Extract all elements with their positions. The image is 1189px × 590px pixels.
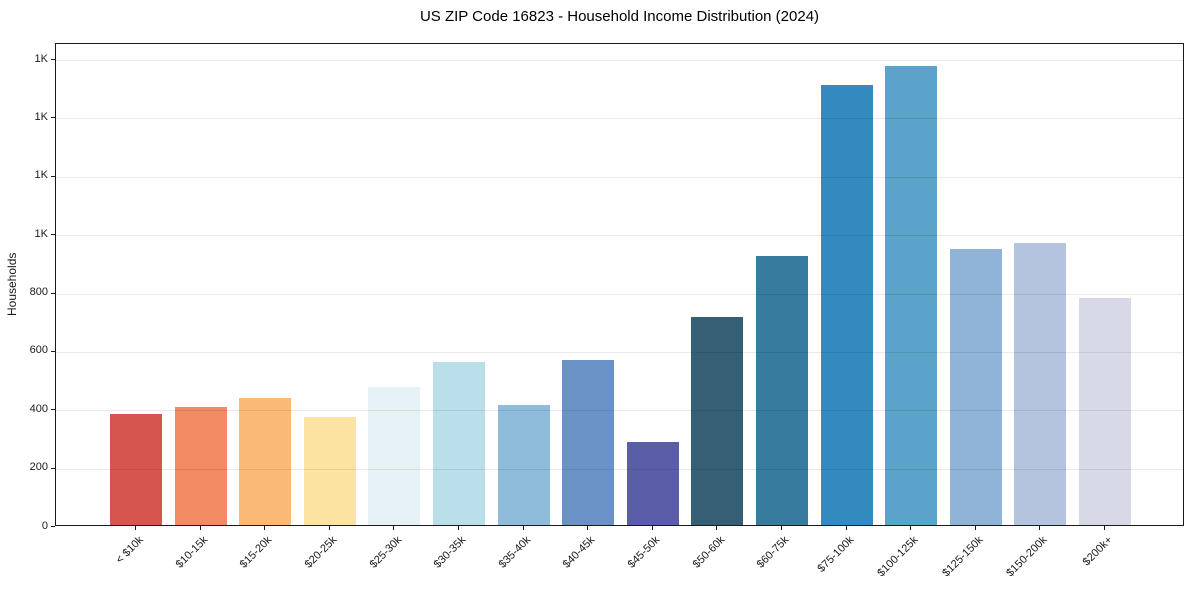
x-tick-mark xyxy=(135,526,136,530)
x-tick-mark xyxy=(716,526,718,530)
x-tick-label: $150-200k xyxy=(1004,534,1050,580)
plot-area xyxy=(55,43,1184,526)
x-tick-label: $60-75k xyxy=(754,534,792,571)
x-tick-label: $10-15k xyxy=(173,534,211,571)
x-tick-label: $75-100k xyxy=(815,534,857,575)
x-tick-label: < $10k xyxy=(113,534,146,567)
x-tick-mark xyxy=(199,526,201,530)
y-tick-mark xyxy=(51,350,55,352)
y-tick-mark xyxy=(51,234,55,236)
x-tick-mark xyxy=(587,526,589,530)
x-tick-label: $100-125k xyxy=(875,534,921,580)
y-tick-label: 1K xyxy=(34,169,48,182)
y-tick-label: 200 xyxy=(29,461,48,474)
x-tick-label: $45-50k xyxy=(625,534,663,571)
x-tick-mark xyxy=(522,526,524,530)
y-tick-mark xyxy=(51,467,55,469)
y-tick-mark xyxy=(51,409,55,411)
x-tick-label: $30-35k xyxy=(431,534,469,571)
y-tick-mark xyxy=(51,175,55,177)
x-tick-mark xyxy=(651,526,653,530)
y-tick-label: 1K xyxy=(34,227,48,240)
y-tick-label: 1K xyxy=(34,52,48,65)
x-tick-label: $125-150k xyxy=(940,534,986,580)
bar-12 xyxy=(885,66,938,525)
x-tick-label: $15-20k xyxy=(238,534,275,571)
x-tick-mark xyxy=(1104,526,1105,530)
x-tick-mark xyxy=(1039,526,1041,530)
x-tick-label: $35-40k xyxy=(496,534,534,571)
bar-9 xyxy=(691,316,744,525)
y-tick-mark xyxy=(51,117,55,119)
y-tick-mark xyxy=(51,59,55,61)
x-tick-mark xyxy=(845,526,847,530)
y-tick-mark xyxy=(51,526,55,527)
bar-8 xyxy=(626,442,679,525)
x-tick-label: $40-45k xyxy=(561,534,598,571)
x-tick-mark xyxy=(781,526,782,530)
y-tick-label: 600 xyxy=(29,344,48,357)
bar-4 xyxy=(368,387,421,525)
bar-7 xyxy=(562,359,615,525)
y-tick-label: 0 xyxy=(41,519,48,532)
bar-0 xyxy=(110,414,162,525)
y-tick-label: 800 xyxy=(29,286,48,298)
bar-15 xyxy=(1079,297,1131,525)
x-tick-label: $20-25k xyxy=(302,534,340,571)
x-tick-mark xyxy=(328,526,330,530)
bar-1 xyxy=(174,407,227,525)
x-tick-mark xyxy=(910,526,912,530)
y-tick-mark xyxy=(51,292,55,294)
bar-11 xyxy=(820,85,873,525)
bar-14 xyxy=(1014,243,1067,525)
bar-5 xyxy=(433,361,485,525)
bar-2 xyxy=(239,398,292,525)
x-tick-mark xyxy=(974,526,976,530)
bars-group xyxy=(56,44,1183,525)
x-tick-mark xyxy=(393,526,395,530)
x-tick-mark xyxy=(458,526,459,530)
chart-title: US ZIP Code 16823 - Household Income Dis… xyxy=(419,8,820,25)
x-tick-mark xyxy=(264,526,266,530)
bar-13 xyxy=(949,249,1002,525)
y-tick-label: 1K xyxy=(34,110,48,123)
bar-3 xyxy=(303,417,356,525)
x-tick-label: $50-60k xyxy=(690,534,727,571)
x-tick-label: $25-30k xyxy=(367,534,404,571)
bar-10 xyxy=(756,256,808,525)
y-tick-label: 400 xyxy=(29,402,48,415)
x-tick-label: $200k+ xyxy=(1080,534,1115,569)
bar-6 xyxy=(497,404,550,525)
